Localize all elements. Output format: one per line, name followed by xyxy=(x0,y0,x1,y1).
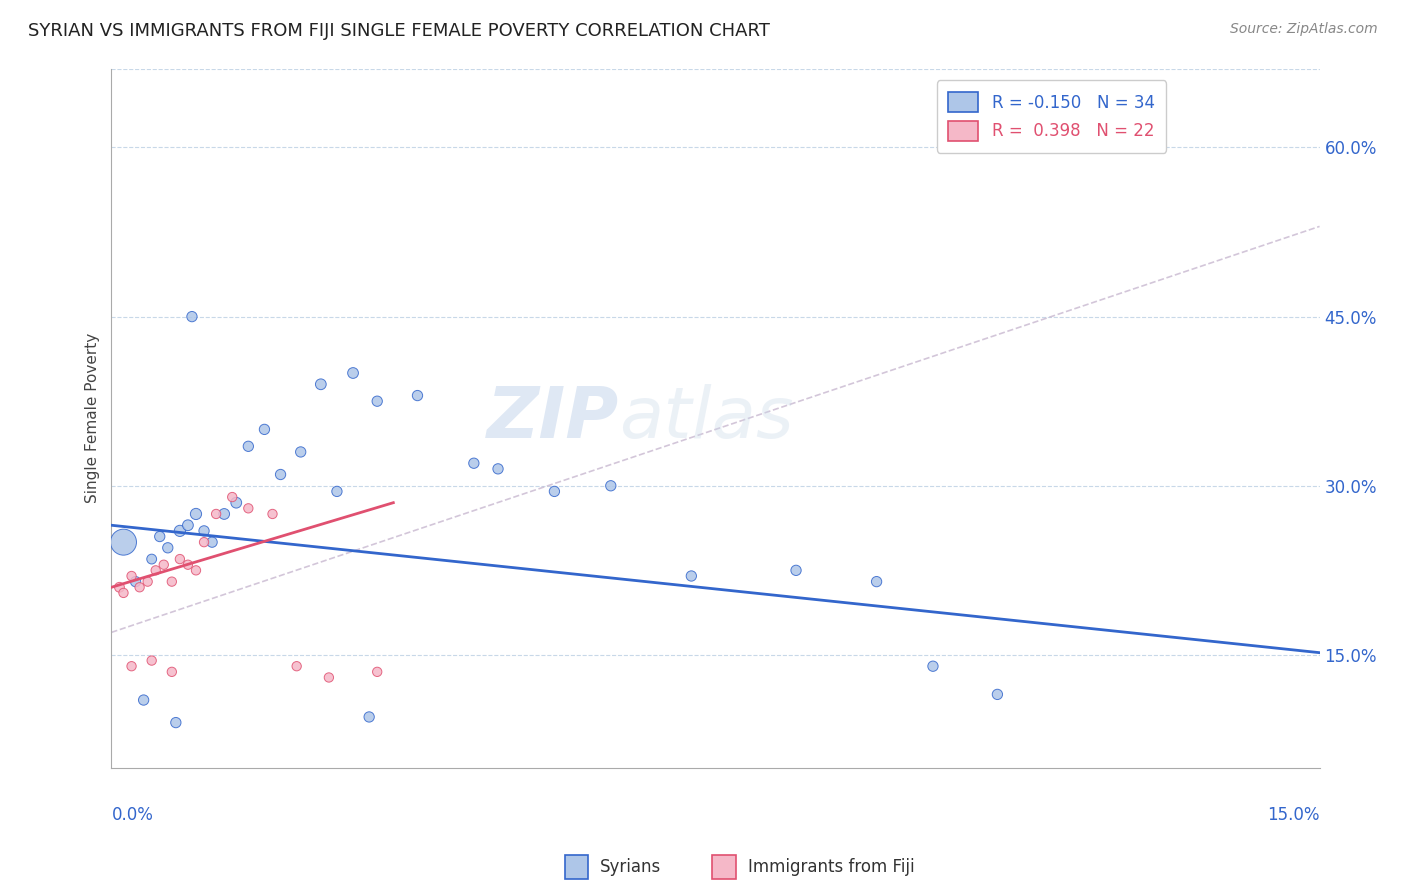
Point xyxy=(290,445,312,459)
Point xyxy=(366,665,388,679)
Point xyxy=(922,659,945,673)
Point xyxy=(326,484,349,499)
Point xyxy=(169,524,191,538)
Point xyxy=(193,524,215,538)
Text: ZIP: ZIP xyxy=(486,384,619,452)
Point xyxy=(221,490,243,504)
Text: Source: ZipAtlas.com: Source: ZipAtlas.com xyxy=(1230,22,1378,37)
Point xyxy=(681,569,703,583)
Point xyxy=(238,501,260,516)
Point xyxy=(205,507,228,521)
Legend: R = -0.150   N = 34, R =  0.398   N = 22: R = -0.150 N = 34, R = 0.398 N = 22 xyxy=(936,80,1166,153)
Point xyxy=(238,439,260,453)
Point xyxy=(112,535,135,549)
Point xyxy=(253,422,276,436)
Point xyxy=(342,366,364,380)
Point xyxy=(463,456,485,470)
Point xyxy=(112,586,135,600)
Point xyxy=(486,462,509,476)
Text: 15.0%: 15.0% xyxy=(1267,806,1320,824)
Point xyxy=(141,552,163,566)
Text: 0.0%: 0.0% xyxy=(111,806,153,824)
Point xyxy=(108,580,131,594)
Point xyxy=(177,518,200,533)
Point xyxy=(160,574,183,589)
Point xyxy=(406,388,429,402)
Point xyxy=(212,507,235,521)
Point xyxy=(599,479,621,493)
Point xyxy=(128,580,150,594)
Point xyxy=(270,467,292,482)
Point xyxy=(121,659,143,673)
Point xyxy=(225,496,247,510)
Point xyxy=(132,693,155,707)
Point xyxy=(141,654,163,668)
Point xyxy=(149,529,172,543)
Point xyxy=(124,574,146,589)
Point xyxy=(165,715,187,730)
Point xyxy=(366,394,388,409)
Text: SYRIAN VS IMMIGRANTS FROM FIJI SINGLE FEMALE POVERTY CORRELATION CHART: SYRIAN VS IMMIGRANTS FROM FIJI SINGLE FE… xyxy=(28,22,770,40)
Point xyxy=(193,535,215,549)
Text: Syrians: Syrians xyxy=(600,858,662,876)
Point xyxy=(201,535,224,549)
Point xyxy=(160,665,183,679)
Point xyxy=(169,552,191,566)
Point xyxy=(262,507,284,521)
Point xyxy=(986,687,1008,701)
Point xyxy=(145,563,167,577)
Point xyxy=(785,563,807,577)
Point xyxy=(177,558,200,572)
Point xyxy=(318,671,340,685)
Point xyxy=(285,659,308,673)
Point xyxy=(543,484,565,499)
Point xyxy=(121,569,143,583)
Point xyxy=(156,541,179,555)
Point xyxy=(152,558,174,572)
Point xyxy=(184,563,207,577)
Point xyxy=(181,310,204,324)
Text: atlas: atlas xyxy=(619,384,793,452)
Y-axis label: Single Female Poverty: Single Female Poverty xyxy=(86,333,100,503)
Point xyxy=(184,507,207,521)
Point xyxy=(309,377,332,392)
Text: Immigrants from Fiji: Immigrants from Fiji xyxy=(748,858,915,876)
Point xyxy=(359,710,381,724)
Point xyxy=(865,574,887,589)
Point xyxy=(136,574,159,589)
